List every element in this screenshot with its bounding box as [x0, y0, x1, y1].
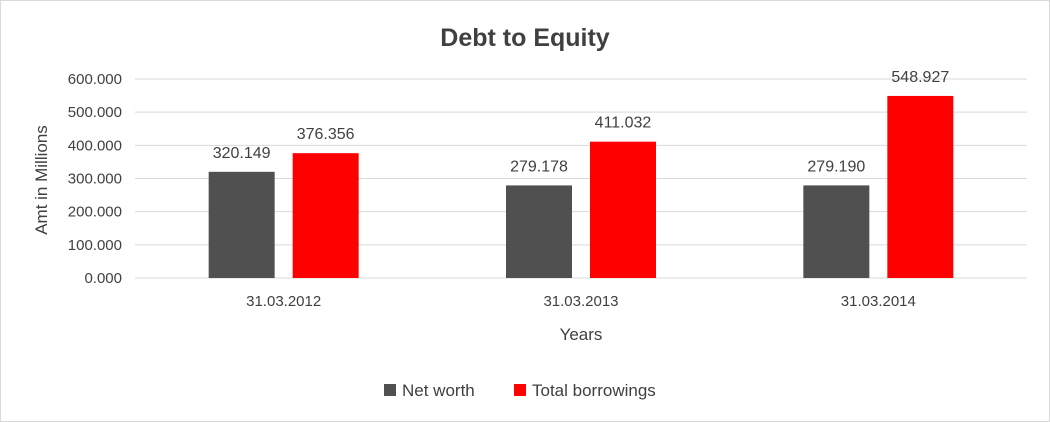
data-label: 411.032	[595, 115, 652, 132]
gridlines	[135, 78, 1027, 279]
legend-swatch	[384, 384, 396, 396]
legend: Net worth Total borrowings	[384, 381, 656, 400]
y-tick-label: 300.000	[68, 171, 122, 188]
y-tick-label: 500.000	[68, 104, 122, 121]
data-label: 279.190	[807, 158, 865, 175]
x-axis-ticks: 31.03.2012 31.03.2013 31.03.2014	[246, 293, 916, 310]
data-label: 548.927	[891, 69, 949, 86]
bars	[208, 95, 954, 278]
data-labels: 320.149 376.356 279.178 411.032 279.190 548.9…	[213, 69, 950, 175]
bar-total-borrowings	[590, 141, 656, 278]
y-tick-label: 100.000	[68, 237, 122, 254]
data-label: 376.356	[297, 126, 355, 143]
y-tick-label: 400.000	[68, 137, 122, 154]
bar-net-worth	[208, 171, 275, 278]
y-tick-label: 200.000	[68, 204, 122, 221]
chart-title: Debt to Equity	[440, 24, 610, 52]
data-label: 279.178	[510, 158, 568, 175]
x-tick-label: 31.03.2012	[246, 293, 321, 310]
x-tick-label: 31.03.2013	[543, 293, 618, 310]
y-axis-ticks: 0.000 100.000 200.000 300.000 400.000 500.000…	[68, 71, 122, 287]
bar-total-borrowings	[292, 153, 359, 278]
legend-label: Total borrowings	[532, 381, 656, 400]
x-tick-label: 31.03.2014	[841, 293, 916, 310]
x-axis-title: Years	[560, 325, 603, 344]
bar-total-borrowings	[887, 95, 954, 278]
legend-swatch	[514, 384, 526, 396]
y-tick-label: 600.000	[68, 71, 122, 88]
bar-net-worth	[506, 185, 572, 278]
legend-label: Net worth	[402, 381, 475, 400]
y-tick-label: 0.000	[84, 270, 122, 287]
bar-net-worth	[803, 185, 870, 278]
data-label: 320.149	[213, 145, 271, 162]
y-axis-title: Amt in Millions	[32, 125, 51, 235]
